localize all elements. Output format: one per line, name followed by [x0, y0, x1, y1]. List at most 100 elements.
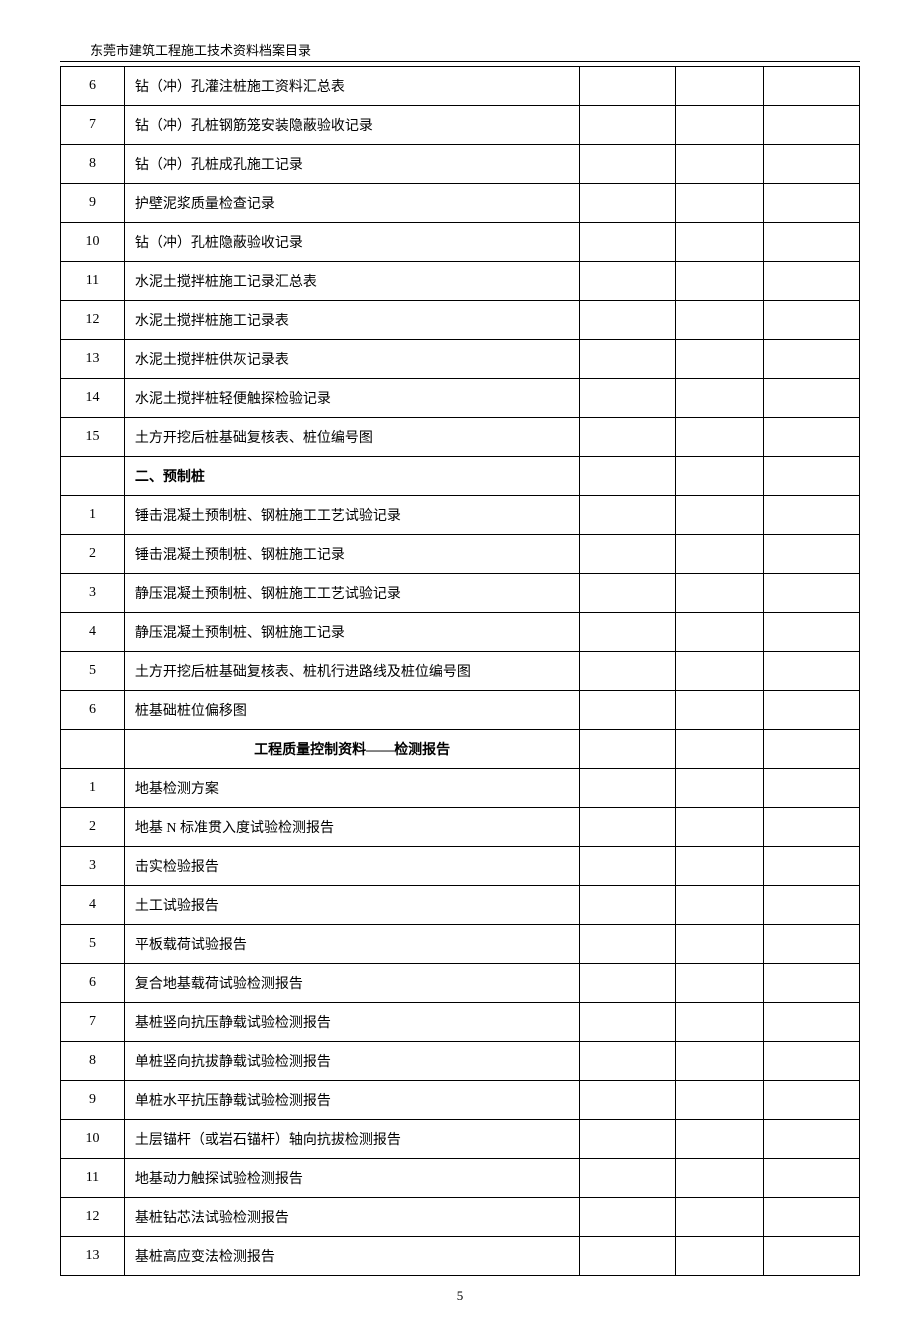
- row-col4: [676, 496, 764, 535]
- row-col4: [676, 691, 764, 730]
- row-description: 单桩水平抗压静载试验检测报告: [124, 1081, 579, 1120]
- table-row: 12水泥土搅拌桩施工记录表: [61, 301, 860, 340]
- table-row: 二、预制桩: [61, 457, 860, 496]
- row-description: 土方开挖后桩基础复核表、桩机行进路线及桩位编号图: [124, 652, 579, 691]
- row-col4: [676, 457, 764, 496]
- row-col4: [676, 67, 764, 106]
- row-number: 12: [61, 1198, 125, 1237]
- row-number: 7: [61, 106, 125, 145]
- row-col4: [676, 106, 764, 145]
- row-col3: [580, 808, 676, 847]
- row-description: 水泥土搅拌桩供灰记录表: [124, 340, 579, 379]
- row-col3: [580, 886, 676, 925]
- row-col4: [676, 145, 764, 184]
- row-col5: [764, 847, 860, 886]
- table-row: 8钻（冲）孔桩成孔施工记录: [61, 145, 860, 184]
- row-number: 6: [61, 964, 125, 1003]
- row-description: 基桩钻芯法试验检测报告: [124, 1198, 579, 1237]
- row-number: [61, 457, 125, 496]
- row-col4: [676, 1081, 764, 1120]
- row-col4: [676, 964, 764, 1003]
- table-row: 7钻（冲）孔桩钢筋笼安装隐蔽验收记录: [61, 106, 860, 145]
- table-row: 10钻（冲）孔桩隐蔽验收记录: [61, 223, 860, 262]
- row-col3: [580, 145, 676, 184]
- row-col3: [580, 574, 676, 613]
- row-description: 基桩高应变法检测报告: [124, 1237, 579, 1276]
- row-col4: [676, 1237, 764, 1276]
- row-description: 地基检测方案: [124, 769, 579, 808]
- row-col4: [676, 301, 764, 340]
- row-number: 9: [61, 1081, 125, 1120]
- row-col5: [764, 106, 860, 145]
- row-col4: [676, 1120, 764, 1159]
- row-col3: [580, 1081, 676, 1120]
- row-number: 10: [61, 223, 125, 262]
- row-col3: [580, 106, 676, 145]
- row-col5: [764, 1042, 860, 1081]
- row-col5: [764, 223, 860, 262]
- row-number: 5: [61, 652, 125, 691]
- row-col5: [764, 691, 860, 730]
- table-row: 8单桩竖向抗拔静载试验检测报告: [61, 1042, 860, 1081]
- row-col5: [764, 340, 860, 379]
- table-row: 3击实检验报告: [61, 847, 860, 886]
- row-description: 土层锚杆（或岩石锚杆）轴向抗拔检测报告: [124, 1120, 579, 1159]
- row-col4: [676, 925, 764, 964]
- row-col5: [764, 574, 860, 613]
- row-description: 单桩竖向抗拔静载试验检测报告: [124, 1042, 579, 1081]
- row-col5: [764, 379, 860, 418]
- row-col5: [764, 457, 860, 496]
- row-col3: [580, 496, 676, 535]
- table-row: 5土方开挖后桩基础复核表、桩机行进路线及桩位编号图: [61, 652, 860, 691]
- row-description: 复合地基载荷试验检测报告: [124, 964, 579, 1003]
- row-description: 基桩竖向抗压静载试验检测报告: [124, 1003, 579, 1042]
- row-col4: [676, 652, 764, 691]
- row-number: 3: [61, 574, 125, 613]
- row-col3: [580, 652, 676, 691]
- row-description: 桩基础桩位偏移图: [124, 691, 579, 730]
- row-col5: [764, 925, 860, 964]
- row-description: 地基动力触探试验检测报告: [124, 1159, 579, 1198]
- row-description: 锤击混凝土预制桩、钢桩施工工艺试验记录: [124, 496, 579, 535]
- row-col4: [676, 769, 764, 808]
- row-col4: [676, 808, 764, 847]
- row-col3: [580, 301, 676, 340]
- row-col4: [676, 886, 764, 925]
- row-description: 护壁泥浆质量检查记录: [124, 184, 579, 223]
- row-description: 静压混凝土预制桩、钢桩施工记录: [124, 613, 579, 652]
- row-col3: [580, 340, 676, 379]
- row-description: 二、预制桩: [124, 457, 579, 496]
- row-col3: [580, 1198, 676, 1237]
- row-col5: [764, 652, 860, 691]
- row-col3: [580, 964, 676, 1003]
- table-row: 6复合地基载荷试验检测报告: [61, 964, 860, 1003]
- row-col4: [676, 262, 764, 301]
- row-number: 11: [61, 262, 125, 301]
- row-col4: [676, 574, 764, 613]
- row-number: 8: [61, 145, 125, 184]
- row-number: 11: [61, 1159, 125, 1198]
- row-col3: [580, 1159, 676, 1198]
- row-number: 1: [61, 496, 125, 535]
- row-col5: [764, 769, 860, 808]
- table-row: 2地基 N 标准贯入度试验检测报告: [61, 808, 860, 847]
- table-row: 13基桩高应变法检测报告: [61, 1237, 860, 1276]
- row-number: 12: [61, 301, 125, 340]
- table-row: 6桩基础桩位偏移图: [61, 691, 860, 730]
- row-col4: [676, 1003, 764, 1042]
- row-col4: [676, 1159, 764, 1198]
- row-col4: [676, 223, 764, 262]
- row-description: 水泥土搅拌桩施工记录表: [124, 301, 579, 340]
- table-row: 1锤击混凝土预制桩、钢桩施工工艺试验记录: [61, 496, 860, 535]
- row-description: 钻（冲）孔桩成孔施工记录: [124, 145, 579, 184]
- row-col4: [676, 1198, 764, 1237]
- row-description: 土工试验报告: [124, 886, 579, 925]
- row-number: 2: [61, 808, 125, 847]
- row-number: 4: [61, 886, 125, 925]
- row-col4: [676, 730, 764, 769]
- row-number: [61, 730, 125, 769]
- row-col5: [764, 184, 860, 223]
- row-number: 13: [61, 340, 125, 379]
- table-row: 9单桩水平抗压静载试验检测报告: [61, 1081, 860, 1120]
- row-col3: [580, 184, 676, 223]
